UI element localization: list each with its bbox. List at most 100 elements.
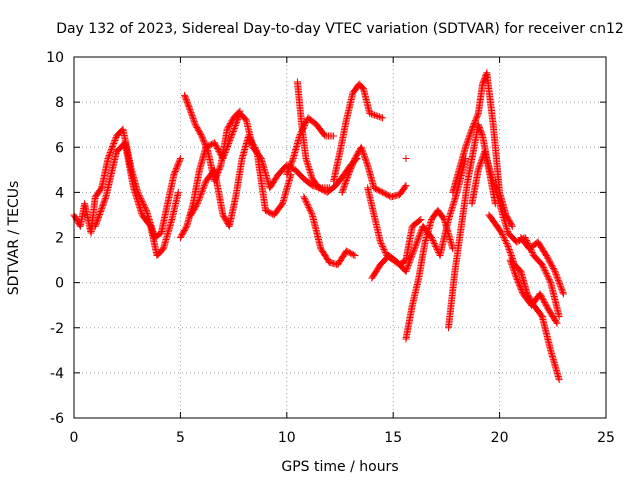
data-point — [546, 277, 554, 285]
data-point — [236, 107, 244, 115]
data-point — [374, 112, 382, 120]
data-point — [430, 238, 438, 246]
series-track-b — [91, 139, 182, 260]
data-point — [283, 170, 291, 178]
data-point — [105, 152, 113, 160]
data-point — [542, 252, 550, 260]
data-point — [369, 111, 377, 119]
data-point — [559, 290, 567, 298]
data-point — [171, 169, 179, 177]
data-point — [544, 273, 552, 281]
data-point — [508, 262, 516, 270]
data-point — [417, 215, 425, 223]
data-point — [342, 247, 350, 255]
data-point — [416, 231, 424, 239]
data-point — [500, 234, 508, 241]
data-point — [464, 137, 472, 145]
data-point — [286, 162, 294, 170]
data-point — [465, 134, 473, 142]
data-point — [111, 135, 119, 143]
data-point — [252, 146, 260, 154]
data-point — [185, 103, 193, 111]
data-point — [229, 127, 237, 135]
data-point — [283, 169, 291, 177]
data-point — [350, 157, 358, 165]
data-point — [545, 256, 553, 264]
data-point — [474, 111, 482, 119]
data-point — [263, 207, 271, 215]
data-point — [230, 126, 238, 134]
data-point — [414, 236, 422, 244]
data-point — [555, 278, 563, 286]
data-point — [187, 109, 195, 117]
data-point — [200, 182, 208, 190]
data-point — [330, 132, 338, 140]
data-point — [401, 183, 409, 191]
data-point — [97, 208, 105, 216]
data-point — [301, 194, 309, 202]
data-point — [408, 251, 416, 259]
data-point — [406, 257, 414, 265]
series-track-j — [338, 143, 410, 201]
data-point — [347, 163, 355, 171]
y-tick-label: 6 — [55, 140, 64, 156]
data-point — [411, 243, 419, 251]
data-point — [511, 270, 519, 278]
data-point — [510, 268, 518, 276]
data-point — [414, 234, 422, 242]
data-point — [507, 258, 515, 266]
data-point — [199, 186, 207, 194]
data-point — [305, 205, 313, 213]
data-point — [289, 156, 297, 164]
data-point — [348, 250, 356, 258]
data-point — [349, 159, 357, 167]
data-point — [544, 254, 552, 262]
data-point — [537, 291, 545, 299]
data-point — [174, 160, 182, 168]
data-point — [285, 166, 293, 174]
data-point — [410, 245, 418, 253]
data-point — [172, 166, 180, 174]
x-tick-label: 0 — [70, 430, 79, 446]
data-point — [187, 107, 195, 115]
data-point — [517, 284, 525, 292]
data-point — [100, 197, 108, 205]
data-point — [512, 271, 520, 279]
data-point — [408, 252, 416, 260]
data-point — [101, 194, 109, 202]
data-point — [111, 136, 119, 144]
data-point — [343, 173, 351, 181]
data-point — [415, 233, 423, 241]
series-track-r — [506, 256, 561, 327]
data-point — [244, 132, 252, 140]
series-track-m — [402, 206, 457, 343]
data-point — [552, 270, 560, 278]
series-track-i — [330, 80, 387, 185]
data-point — [91, 222, 99, 230]
series-track-k — [364, 184, 425, 269]
data-point — [110, 138, 118, 146]
data-point — [202, 142, 210, 150]
data-point — [344, 172, 352, 180]
data-point — [498, 229, 506, 237]
data-point — [362, 157, 370, 165]
data-point — [402, 267, 410, 275]
data-point — [553, 272, 561, 280]
data-point — [358, 145, 366, 153]
data-point — [173, 163, 181, 171]
data-point — [466, 130, 474, 138]
data-point — [246, 135, 254, 143]
data-point — [199, 135, 207, 143]
data-point — [380, 246, 388, 254]
data-point — [348, 162, 356, 170]
data-point — [417, 228, 425, 236]
data-point — [196, 192, 204, 200]
data-point — [92, 221, 100, 229]
data-point — [546, 257, 554, 265]
data-point — [190, 118, 198, 126]
data-point — [547, 260, 555, 268]
data-point — [99, 202, 107, 210]
data-point — [558, 287, 566, 295]
data-point — [107, 146, 115, 154]
y-axis-label: SDTVAR / TECUs — [6, 181, 22, 296]
